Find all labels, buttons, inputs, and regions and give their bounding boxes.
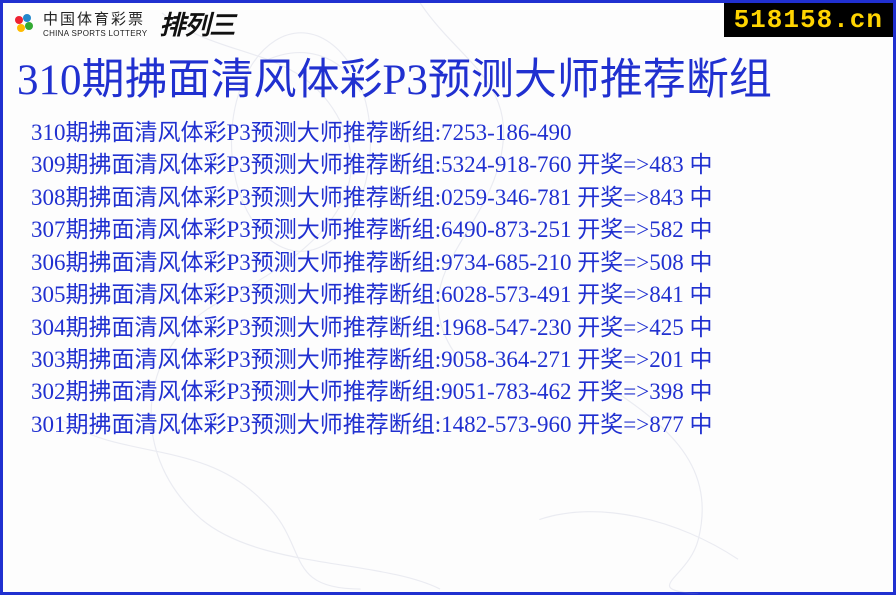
logo-text-en: CHINA SPORTS LOTTERY: [43, 29, 147, 38]
site-badge: 518158.cn: [724, 3, 893, 37]
prediction-row: 303期拂面清风体彩P3预测大师推荐断组:9058-364-271 开奖=>20…: [31, 344, 869, 376]
prediction-row: 308期拂面清风体彩P3预测大师推荐断组:0259-346-781 开奖=>84…: [31, 182, 869, 214]
prediction-row: 309期拂面清风体彩P3预测大师推荐断组:5324-918-760 开奖=>48…: [31, 149, 869, 181]
prediction-row: 306期拂面清风体彩P3预测大师推荐断组:9734-685-210 开奖=>50…: [31, 247, 869, 279]
prediction-row: 305期拂面清风体彩P3预测大师推荐断组:6028-573-491 开奖=>84…: [31, 279, 869, 311]
prediction-row: 310期拂面清风体彩P3预测大师推荐断组:7253-186-490: [31, 117, 869, 149]
prediction-row: 301期拂面清风体彩P3预测大师推荐断组:1482-573-960 开奖=>87…: [31, 409, 869, 441]
lottery-logo: 中国体育彩票 CHINA SPORTS LOTTERY 排列三: [11, 5, 234, 42]
header: 中国体育彩票 CHINA SPORTS LOTTERY 排列三 518158.c…: [3, 3, 893, 39]
prediction-row: 304期拂面清风体彩P3预测大师推荐断组:1968-547-230 开奖=>42…: [31, 312, 869, 344]
prediction-list: 310期拂面清风体彩P3预测大师推荐断组:7253-186-490309期拂面清…: [3, 117, 893, 441]
prediction-row: 302期拂面清风体彩P3预测大师推荐断组:9051-783-462 开奖=>39…: [31, 376, 869, 408]
logo-suffix: 排列三: [159, 5, 234, 42]
lottery-logo-icon: [11, 10, 37, 36]
prediction-row: 307期拂面清风体彩P3预测大师推荐断组:6490-873-251 开奖=>58…: [31, 214, 869, 246]
page-frame: 中国体育彩票 CHINA SPORTS LOTTERY 排列三 518158.c…: [0, 0, 896, 595]
logo-text-cn: 中国体育彩票: [43, 8, 147, 29]
logo-text-block: 中国体育彩票 CHINA SPORTS LOTTERY: [43, 8, 147, 38]
page-title: 310期拂面清风体彩P3预测大师推荐断组: [3, 39, 893, 117]
